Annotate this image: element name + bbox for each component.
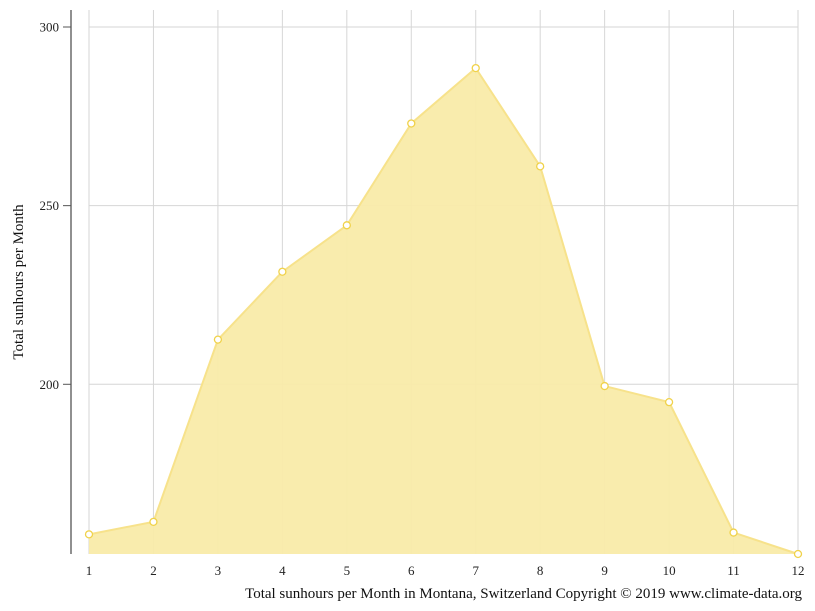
data-point-3 — [213, 335, 223, 344]
data-point-5 — [342, 221, 351, 230]
area-fill — [89, 68, 798, 554]
data-point-1 — [84, 530, 94, 539]
data-point-9 — [600, 381, 609, 391]
x-tick-label-8: 8 — [537, 563, 544, 578]
x-tick-label-7: 7 — [472, 563, 479, 578]
x-tick-label-4: 4 — [279, 563, 286, 578]
x-tick-label-9: 9 — [601, 563, 608, 578]
data-point-11 — [729, 528, 738, 537]
chart-caption: Total sunhours per Month in Montana, Swi… — [245, 586, 802, 602]
data-point-4 — [278, 267, 287, 276]
y-tick-label-250: 250 — [40, 198, 60, 213]
y-tick-label-300: 300 — [40, 20, 60, 35]
y-axis-ticks: 200 250 300 — [40, 20, 71, 392]
series-line — [88, 66, 799, 555]
x-tick-label-10: 10 — [663, 563, 676, 578]
x-tick-label-3: 3 — [215, 563, 222, 578]
data-point-6 — [407, 119, 416, 128]
data-point-8 — [536, 162, 545, 171]
data-point-7 — [471, 63, 480, 73]
x-tick-label-11: 11 — [727, 563, 740, 578]
data-points — [84, 63, 803, 559]
y-axis-title: Total sunhours per Month — [11, 204, 27, 360]
x-axis-ticks: 1 2 3 4 5 6 7 8 9 10 11 12 — [86, 563, 805, 578]
x-tick-label-2: 2 — [150, 563, 157, 578]
data-point-10 — [664, 398, 674, 407]
x-tick-label-1: 1 — [86, 563, 93, 578]
data-point-12 — [793, 549, 803, 559]
x-tick-label-12: 12 — [792, 563, 805, 578]
x-tick-label-6: 6 — [408, 563, 415, 578]
y-tick-label-200: 200 — [40, 377, 60, 392]
data-point-2 — [149, 517, 158, 526]
plot-area — [88, 66, 799, 555]
x-tick-label-5: 5 — [344, 563, 351, 578]
